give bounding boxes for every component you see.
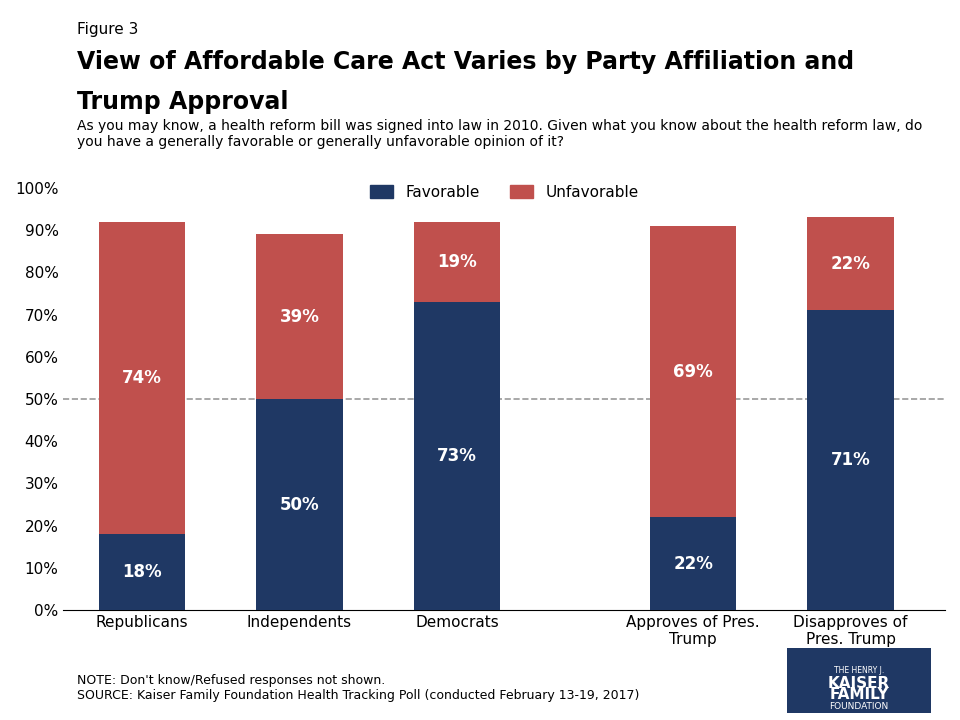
Bar: [650, 517, 736, 610]
Text: 22%: 22%: [830, 255, 871, 273]
Bar: [414, 222, 500, 302]
Text: Figure 3: Figure 3: [77, 22, 138, 37]
Text: 74%: 74%: [122, 369, 162, 387]
Bar: [256, 399, 343, 610]
Text: 69%: 69%: [673, 363, 713, 381]
Text: 71%: 71%: [830, 451, 871, 469]
Text: THE HENRY J.: THE HENRY J.: [834, 666, 884, 675]
Text: 50%: 50%: [279, 495, 320, 513]
Bar: [807, 310, 894, 610]
Bar: [414, 302, 500, 610]
Text: Trump Approval: Trump Approval: [77, 90, 288, 114]
Bar: [807, 217, 894, 310]
Text: NOTE: Don't know/Refused responses not shown.
SOURCE: Kaiser Family Foundation H: NOTE: Don't know/Refused responses not s…: [77, 674, 639, 702]
Bar: [99, 534, 185, 610]
Text: FAMILY: FAMILY: [829, 687, 889, 702]
Text: KAISER: KAISER: [828, 676, 890, 691]
Legend: Favorable, Unfavorable: Favorable, Unfavorable: [364, 179, 644, 206]
Text: 18%: 18%: [122, 563, 162, 581]
Bar: [256, 235, 343, 399]
Text: FOUNDATION: FOUNDATION: [829, 702, 889, 711]
Text: 73%: 73%: [437, 447, 477, 465]
Text: 39%: 39%: [279, 307, 320, 325]
Bar: [99, 222, 185, 534]
Text: 22%: 22%: [673, 554, 713, 572]
Bar: [650, 226, 736, 517]
Text: View of Affordable Care Act Varies by Party Affiliation and: View of Affordable Care Act Varies by Pa…: [77, 50, 854, 74]
Text: As you may know, a health reform bill was signed into law in 2010. Given what yo: As you may know, a health reform bill wa…: [77, 119, 923, 149]
Text: 19%: 19%: [437, 253, 477, 271]
